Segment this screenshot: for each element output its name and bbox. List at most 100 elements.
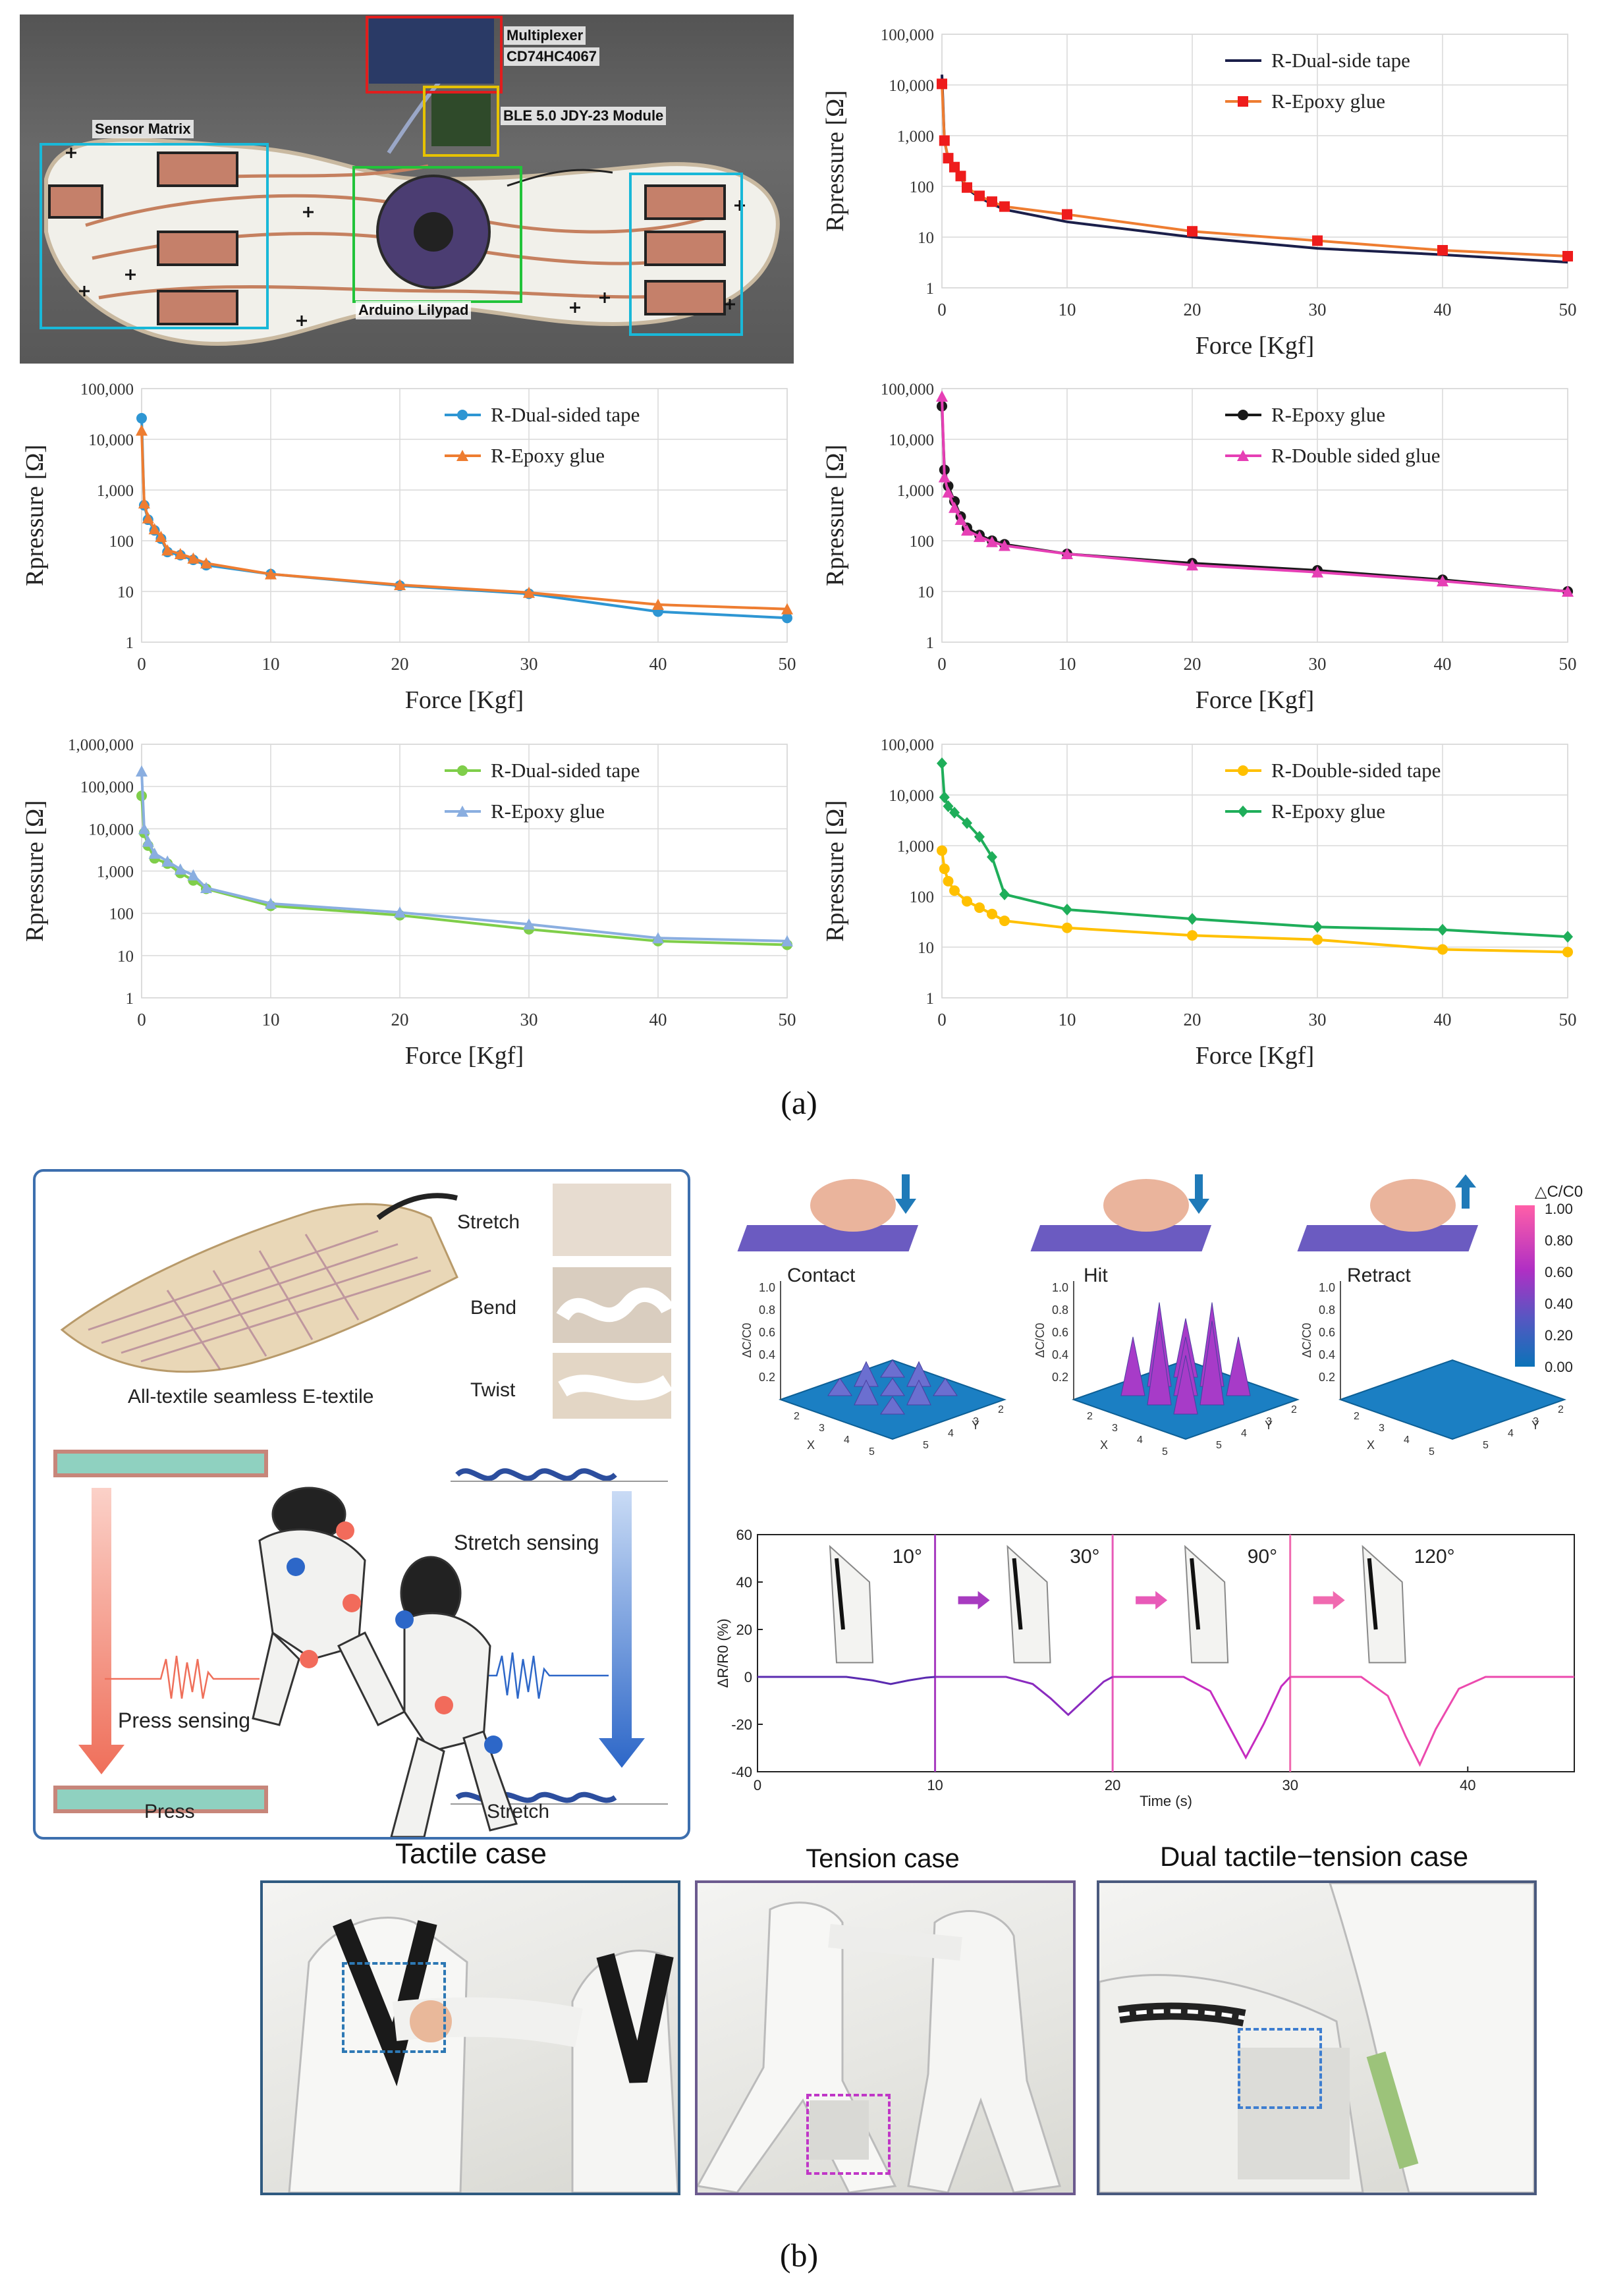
- x-tick-label: 0: [937, 654, 947, 674]
- sensor-mat: [737, 1225, 919, 1251]
- legend-label: R-Epoxy glue: [491, 800, 605, 823]
- surface-peak: [1226, 1336, 1251, 1396]
- leg-pictogram: [1184, 1544, 1229, 1664]
- data-point: [155, 530, 167, 542]
- data-point: [949, 161, 960, 173]
- knee-sensor-stripe: [1190, 1558, 1201, 1630]
- insole-drawing: [44, 18, 780, 346]
- y-tick-label: 3: [1533, 1416, 1539, 1427]
- data-point: [942, 486, 954, 498]
- data-point: [987, 908, 997, 919]
- knee-sensor-stripe: [1367, 1558, 1378, 1630]
- knee-sensor-stripe: [1012, 1558, 1023, 1630]
- data-point: [943, 875, 954, 887]
- data-point: [939, 135, 950, 146]
- data-point: [949, 806, 960, 819]
- angle-label: 10°: [893, 1546, 922, 1568]
- y-tick-label: 100: [910, 178, 935, 196]
- y-tick-label: 10,000: [88, 821, 134, 838]
- panel-b-text: (b): [779, 2237, 819, 2274]
- y-tick-label: 10,000: [889, 77, 934, 95]
- data-point: [962, 896, 972, 907]
- chart-svg: 1 10 100 1,000 10,000 100,000 0 10 20 30 40 50 Force…: [821, 736, 1577, 1070]
- tension-highlight: [806, 2094, 891, 2175]
- legend-label: R-Dual-sided tape: [491, 403, 640, 426]
- data-point: [1562, 251, 1573, 262]
- sensor-pad: [644, 280, 726, 315]
- x-tick-label: 5: [1429, 1446, 1435, 1458]
- legend-marker: [1238, 96, 1248, 107]
- surface-peak: [1199, 1321, 1225, 1406]
- data-point: [187, 869, 200, 881]
- y-tick-label: 2: [1291, 1404, 1297, 1415]
- y-tick-label: 100,000: [80, 779, 134, 796]
- sensor-dots: [287, 1521, 503, 1754]
- data-point: [937, 757, 947, 770]
- colorbar-tick: 0.60: [1545, 1264, 1573, 1280]
- x-axis-label: Time (s): [1140, 1793, 1192, 1809]
- stretch-sensor-top: [455, 1468, 617, 1481]
- press-strip-bottom: [53, 1786, 268, 1813]
- x-tick-label: 5: [869, 1446, 875, 1458]
- data-point: [974, 190, 985, 202]
- surface-peak: [880, 1396, 905, 1415]
- surface-peak: [933, 1377, 958, 1396]
- y-tick-label: 100,000: [80, 381, 134, 398]
- surface-peak: [854, 1379, 879, 1406]
- chart-svg: 1 10 100 1,000 10,000 100,000 0 10 20 30 40 50 Force…: [821, 26, 1577, 360]
- textile-caption: All-textile seamless E-textile: [128, 1386, 374, 1408]
- panel-b-label: (b): [766, 2236, 832, 2274]
- y-axis-label: Rpressure [Ω]: [821, 445, 849, 586]
- data-point: [1312, 921, 1323, 933]
- y-tick-label: 20: [736, 1622, 752, 1638]
- y-tick-label: 2: [1558, 1404, 1564, 1415]
- stretch-arrow: [599, 1491, 645, 1768]
- surface-peak: [906, 1379, 931, 1406]
- surface-base: [1338, 1359, 1567, 1440]
- y-tick-label: 1,000: [97, 482, 134, 500]
- down-arrow-icon: [895, 1174, 916, 1214]
- colorbar-title: △C/C0: [1535, 1183, 1584, 1201]
- hand-icon: [810, 1179, 896, 1232]
- data-point: [142, 835, 154, 847]
- y-axis-label: Rpressure [Ω]: [821, 90, 849, 232]
- plot-frame: [141, 388, 788, 643]
- x-tick-label: 2: [1087, 1411, 1093, 1422]
- y-tick-label: 1: [926, 990, 935, 1008]
- x-tick-label: 40: [649, 1010, 667, 1029]
- data-point: [136, 765, 148, 777]
- data-point: [1062, 922, 1072, 933]
- data-point: [782, 613, 792, 624]
- y-axis-label: ΔR/R0 (%): [715, 1618, 731, 1687]
- data-point: [174, 863, 186, 875]
- chart-svg: 1 10 100 1,000 10,000 100,000 0 10 20 30 40 50 Force…: [21, 381, 796, 714]
- ble-label: BLE 5.0 JDY-23 Module: [501, 107, 667, 125]
- z-tick-label: 0.2: [759, 1371, 775, 1384]
- data-point: [265, 897, 277, 909]
- z-tick-label: 0.8: [1052, 1303, 1068, 1317]
- data-point: [939, 791, 950, 804]
- stage-arrow-icon: [1136, 1591, 1168, 1610]
- x-axis-name: X: [1367, 1438, 1375, 1452]
- y-tick-label: 1,000,000: [68, 736, 134, 754]
- legend-marker: [1238, 410, 1248, 420]
- x-tick-label: 20: [1184, 1010, 1201, 1029]
- colorbar-tick: 0.00: [1545, 1359, 1573, 1375]
- z-axis-label: ΔC/C0: [1300, 1323, 1313, 1357]
- data-point: [174, 547, 186, 559]
- stretch-label: Stretch: [457, 1211, 520, 1233]
- stage-arrow-icon: [1313, 1591, 1345, 1610]
- y-tick-label: 10: [918, 229, 934, 247]
- x-tick-label: 3: [1112, 1423, 1118, 1434]
- x-tick-label: 0: [137, 654, 146, 674]
- y-tick-label: 2: [998, 1404, 1004, 1415]
- z-tick-label: 1.0: [759, 1281, 775, 1294]
- state-hit-label: Hit: [1084, 1265, 1108, 1286]
- arduino-box: [352, 166, 522, 303]
- multiplexer-board: [369, 18, 494, 84]
- tension-case-drawing: [698, 1901, 1061, 2193]
- press-wave: [105, 1655, 260, 1699]
- dual-highlight: [1238, 2028, 1322, 2109]
- data-point: [962, 817, 972, 829]
- x-tick-label: 20: [391, 654, 409, 674]
